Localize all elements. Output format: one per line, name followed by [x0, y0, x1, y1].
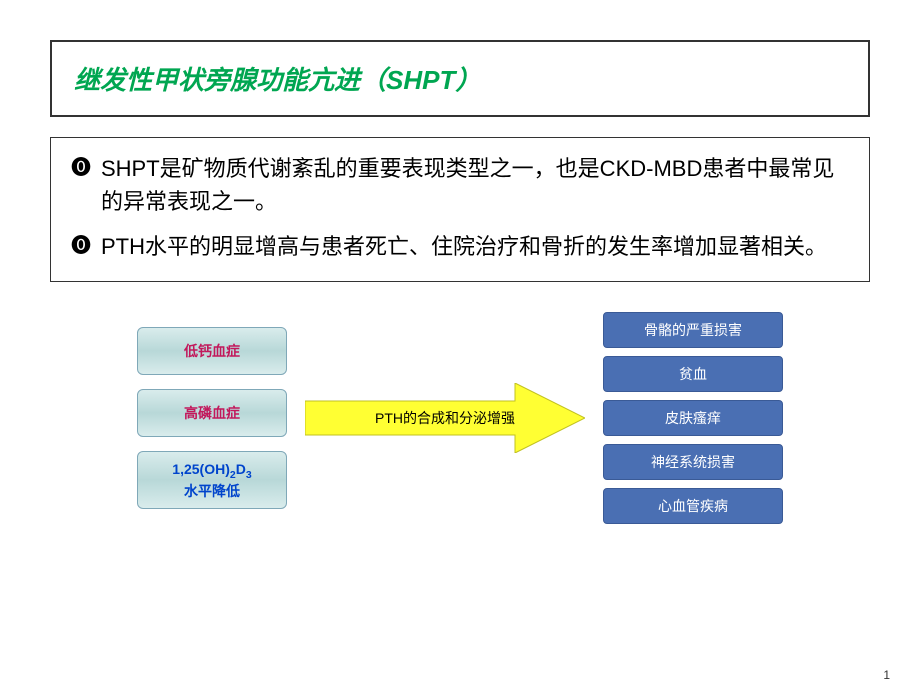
slide-title: 继发性甲状旁腺功能亢进（SHPT）: [74, 60, 846, 97]
causes-column: 低钙血症 高磷血症 1,25(OH)2D3水平降低: [137, 327, 287, 510]
effects-column: 骨骼的严重损害 贫血 皮肤瘙痒 神经系统损害 心血管疾病: [603, 312, 783, 524]
title-box: 继发性甲状旁腺功能亢进（SHPT）: [50, 40, 870, 117]
cause-box: 1,25(OH)2D3水平降低: [137, 451, 287, 510]
effect-label: 心血管疾病: [658, 496, 728, 516]
cause-label: 高磷血症: [184, 404, 240, 422]
effect-label: 骨骼的严重损害: [644, 320, 742, 340]
arrow-container: PTH的合成和分泌增强: [305, 383, 585, 453]
bullet-icon: ⓿: [71, 152, 91, 184]
arrow-label: PTH的合成和分泌增强: [375, 408, 515, 428]
page-number: 1: [883, 668, 890, 682]
bullet-item: ⓿ PTH水平的明显增高与患者死亡、住院治疗和骨折的发生率增加显著相关。: [71, 230, 849, 263]
cause-box: 高磷血症: [137, 389, 287, 437]
effect-box: 神经系统损害: [603, 444, 783, 480]
effect-label: 神经系统损害: [651, 452, 735, 472]
effect-box: 贫血: [603, 356, 783, 392]
cause-label: 低钙血症: [184, 342, 240, 360]
effect-label: 贫血: [679, 364, 707, 384]
effect-box: 皮肤瘙痒: [603, 400, 783, 436]
bullet-text: SHPT是矿物质代谢紊乱的重要表现类型之一，也是CKD-MBD患者中最常见的异常…: [101, 152, 849, 218]
cause-box: 低钙血症: [137, 327, 287, 375]
content-box: ⓿ SHPT是矿物质代谢紊乱的重要表现类型之一，也是CKD-MBD患者中最常见的…: [50, 137, 870, 282]
effect-box: 骨骼的严重损害: [603, 312, 783, 348]
bullet-item: ⓿ SHPT是矿物质代谢紊乱的重要表现类型之一，也是CKD-MBD患者中最常见的…: [71, 152, 849, 218]
effect-box: 心血管疾病: [603, 488, 783, 524]
bullet-text: PTH水平的明显增高与患者死亡、住院治疗和骨折的发生率增加显著相关。: [101, 230, 849, 263]
cause-label: 1,25(OH)2D3水平降低: [172, 460, 251, 501]
flow-diagram: 低钙血症 高磷血症 1,25(OH)2D3水平降低 PTH的合成和分泌增强 骨骼…: [50, 312, 870, 524]
bullet-icon: ⓿: [71, 230, 91, 262]
effect-label: 皮肤瘙痒: [665, 408, 721, 428]
